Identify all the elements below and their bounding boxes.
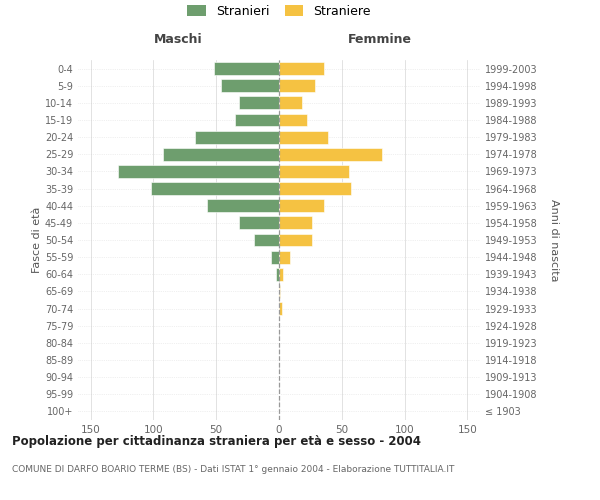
Bar	[271, 250, 279, 264]
Bar	[208, 200, 279, 212]
Bar	[279, 148, 382, 160]
Bar	[239, 216, 279, 230]
Bar	[279, 114, 307, 126]
Bar	[279, 130, 328, 143]
Bar	[221, 80, 279, 92]
Bar	[279, 165, 349, 178]
Y-axis label: Anni di nascita: Anni di nascita	[549, 198, 559, 281]
Text: Femmine: Femmine	[347, 32, 412, 46]
Bar	[279, 234, 311, 246]
Bar	[279, 96, 302, 110]
Bar	[279, 62, 324, 75]
Bar	[279, 250, 290, 264]
Bar	[254, 234, 279, 246]
Bar	[279, 268, 283, 280]
Bar	[214, 62, 279, 75]
Bar	[239, 96, 279, 110]
Y-axis label: Fasce di età: Fasce di età	[32, 207, 42, 273]
Bar	[279, 285, 280, 298]
Bar	[163, 148, 279, 160]
Legend: Stranieri, Straniere: Stranieri, Straniere	[187, 5, 371, 18]
Bar	[279, 216, 311, 230]
Bar	[118, 165, 279, 178]
Text: Maschi: Maschi	[154, 32, 203, 46]
Text: COMUNE DI DARFO BOARIO TERME (BS) - Dati ISTAT 1° gennaio 2004 - Elaborazione TU: COMUNE DI DARFO BOARIO TERME (BS) - Dati…	[12, 465, 454, 474]
Bar	[279, 200, 324, 212]
Text: Popolazione per cittadinanza straniera per età e sesso - 2004: Popolazione per cittadinanza straniera p…	[12, 435, 421, 448]
Bar	[151, 182, 279, 195]
Bar	[279, 302, 281, 315]
Bar	[195, 130, 279, 143]
Bar	[235, 114, 279, 126]
Bar	[277, 268, 279, 280]
Bar	[279, 182, 350, 195]
Bar	[279, 80, 316, 92]
